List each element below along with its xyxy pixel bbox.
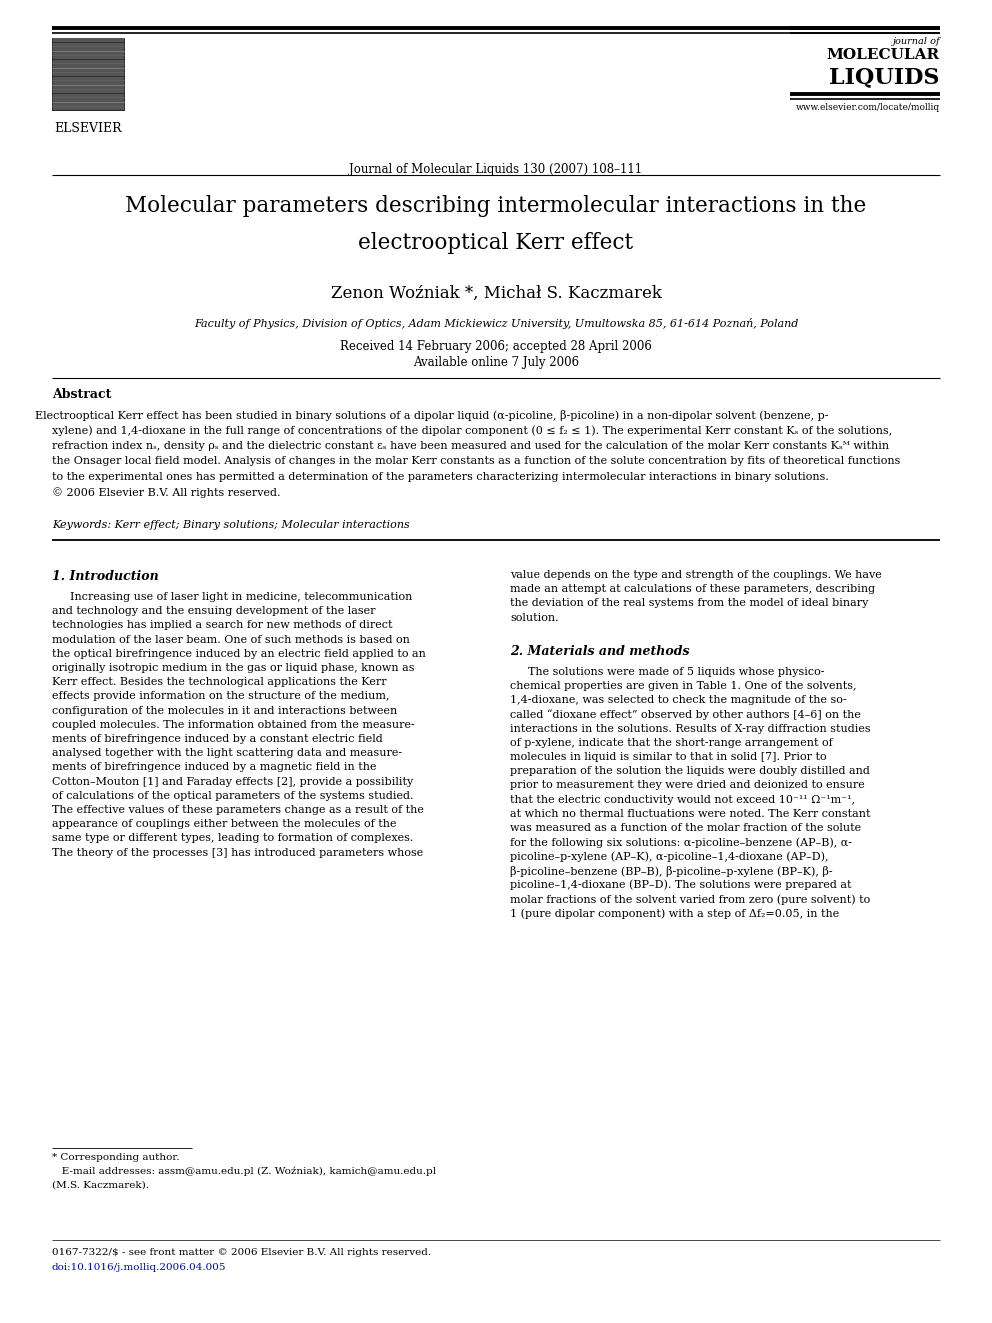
Text: made an attempt at calculations of these parameters, describing: made an attempt at calculations of these…	[510, 585, 875, 594]
Text: originally isotropic medium in the gas or liquid phase, known as: originally isotropic medium in the gas o…	[52, 663, 415, 673]
Text: 1,4-dioxane, was selected to check the magnitude of the so-: 1,4-dioxane, was selected to check the m…	[510, 695, 846, 705]
Text: appearance of couplings either between the molecules of the: appearance of couplings either between t…	[52, 819, 397, 830]
Text: 1. Introduction: 1. Introduction	[52, 570, 159, 583]
Text: β-picoline–benzene (BP–B), β-picoline–p-xylene (BP–K), β-: β-picoline–benzene (BP–B), β-picoline–p-…	[510, 865, 832, 877]
Text: Received 14 February 2006; accepted 28 April 2006: Received 14 February 2006; accepted 28 A…	[340, 340, 652, 353]
Text: 0167-7322/$ - see front matter © 2006 Elsevier B.V. All rights reserved.: 0167-7322/$ - see front matter © 2006 El…	[52, 1248, 432, 1257]
Bar	[52, 38, 124, 110]
Text: of calculations of the optical parameters of the systems studied.: of calculations of the optical parameter…	[52, 791, 414, 800]
Text: the deviation of the real systems from the model of ideal binary: the deviation of the real systems from t…	[510, 598, 868, 609]
Text: Faculty of Physics, Division of Optics, Adam Mickiewicz University, Umultowska 8: Faculty of Physics, Division of Optics, …	[193, 318, 799, 329]
Text: interactions in the solutions. Results of X-ray diffraction studies: interactions in the solutions. Results o…	[510, 724, 871, 733]
Text: solution.: solution.	[510, 613, 558, 623]
Text: Molecular parameters describing intermolecular interactions in the: Molecular parameters describing intermol…	[125, 194, 867, 217]
Text: and technology and the ensuing development of the laser: and technology and the ensuing developme…	[52, 606, 376, 617]
Text: The theory of the processes [3] has introduced parameters whose: The theory of the processes [3] has intr…	[52, 848, 424, 857]
Text: E-mail addresses: assm@amu.edu.pl (Z. Woźniak), kamich@amu.edu.pl: E-mail addresses: assm@amu.edu.pl (Z. Wo…	[52, 1167, 436, 1176]
Text: analysed together with the light scattering data and measure-: analysed together with the light scatter…	[52, 749, 402, 758]
Text: LIQUIDS: LIQUIDS	[829, 66, 940, 89]
Text: configuration of the molecules in it and interactions between: configuration of the molecules in it and…	[52, 705, 397, 716]
Text: modulation of the laser beam. One of such methods is based on: modulation of the laser beam. One of suc…	[52, 635, 410, 644]
Text: doi:10.1016/j.molliq.2006.04.005: doi:10.1016/j.molliq.2006.04.005	[52, 1263, 226, 1271]
Text: prior to measurement they were dried and deionized to ensure: prior to measurement they were dried and…	[510, 781, 865, 790]
Text: ments of birefringence induced by a constant electric field: ments of birefringence induced by a cons…	[52, 734, 383, 744]
Text: effects provide information on the structure of the medium,: effects provide information on the struc…	[52, 692, 390, 701]
Text: the optical birefringence induced by an electric field applied to an: the optical birefringence induced by an …	[52, 648, 426, 659]
Text: ments of birefringence induced by a magnetic field in the: ments of birefringence induced by a magn…	[52, 762, 377, 773]
Text: to the experimental ones has permitted a determination of the parameters charact: to the experimental ones has permitted a…	[52, 472, 829, 482]
Text: that the electric conductivity would not exceed 10⁻¹¹ Ω⁻¹m⁻¹,: that the electric conductivity would not…	[510, 795, 855, 804]
Text: called “dioxane effect” observed by other authors [4–6] on the: called “dioxane effect” observed by othe…	[510, 709, 861, 720]
Text: Increasing use of laser light in medicine, telecommunication: Increasing use of laser light in medicin…	[70, 591, 413, 602]
Text: the Onsager local field model. Analysis of changes in the molar Kerr constants a: the Onsager local field model. Analysis …	[52, 456, 901, 467]
Text: Zenon Woźniak *, Michał S. Kaczmarek: Zenon Woźniak *, Michał S. Kaczmarek	[330, 284, 662, 302]
Text: for the following six solutions: α-picoline–benzene (AP–B), α-: for the following six solutions: α-picol…	[510, 837, 852, 848]
Text: picoline–p-xylene (AP–K), α-picoline–1,4-dioxane (AP–D),: picoline–p-xylene (AP–K), α-picoline–1,4…	[510, 852, 828, 863]
Text: refraction index nₛ, density ρₛ and the dielectric constant εₛ have been measure: refraction index nₛ, density ρₛ and the …	[52, 441, 889, 451]
Text: molecules in liquid is similar to that in solid [7]. Prior to: molecules in liquid is similar to that i…	[510, 751, 826, 762]
Text: 1 (pure dipolar component) with a step of Δf₂=0.05, in the: 1 (pure dipolar component) with a step o…	[510, 908, 839, 918]
Text: journal of: journal of	[893, 37, 940, 46]
Text: molar fractions of the solvent varied from zero (pure solvent) to: molar fractions of the solvent varied fr…	[510, 894, 870, 905]
Text: Keywords: Kerr effect; Binary solutions; Molecular interactions: Keywords: Kerr effect; Binary solutions;…	[52, 520, 410, 531]
Text: Abstract: Abstract	[52, 388, 111, 401]
Text: www.elsevier.com/locate/molliq: www.elsevier.com/locate/molliq	[796, 103, 940, 112]
Text: was measured as a function of the molar fraction of the solute: was measured as a function of the molar …	[510, 823, 861, 833]
Text: Cotton–Mouton [1] and Faraday effects [2], provide a possibility: Cotton–Mouton [1] and Faraday effects [2…	[52, 777, 414, 787]
Text: value depends on the type and strength of the couplings. We have: value depends on the type and strength o…	[510, 570, 882, 579]
Text: technologies has implied a search for new methods of direct: technologies has implied a search for ne…	[52, 620, 393, 630]
Text: coupled molecules. The information obtained from the measure-: coupled molecules. The information obtai…	[52, 720, 415, 730]
Text: of p-xylene, indicate that the short-range arrangement of: of p-xylene, indicate that the short-ran…	[510, 738, 832, 747]
Text: Journal of Molecular Liquids 130 (2007) 108–111: Journal of Molecular Liquids 130 (2007) …	[349, 163, 643, 176]
Text: xylene) and 1,4-dioxane in the full range of concentrations of the dipolar compo: xylene) and 1,4-dioxane in the full rang…	[52, 426, 892, 437]
Text: * Corresponding author.: * Corresponding author.	[52, 1154, 180, 1162]
Text: preparation of the solution the liquids were doubly distilled and: preparation of the solution the liquids …	[510, 766, 870, 777]
Text: Electrooptical Kerr effect has been studied in binary solutions of a dipolar liq: Electrooptical Kerr effect has been stud…	[35, 410, 828, 421]
Text: (M.S. Kaczmarek).: (M.S. Kaczmarek).	[52, 1181, 149, 1189]
Text: chemical properties are given in Table 1. One of the solvents,: chemical properties are given in Table 1…	[510, 681, 856, 691]
Text: at which no thermal fluctuations were noted. The Kerr constant: at which no thermal fluctuations were no…	[510, 808, 871, 819]
Text: The effective values of these parameters change as a result of the: The effective values of these parameters…	[52, 804, 424, 815]
Text: ELSEVIER: ELSEVIER	[55, 122, 122, 135]
Text: picoline–1,4-dioxane (BP–D). The solutions were prepared at: picoline–1,4-dioxane (BP–D). The solutio…	[510, 880, 851, 890]
Text: 2. Materials and methods: 2. Materials and methods	[510, 644, 689, 658]
Text: electrooptical Kerr effect: electrooptical Kerr effect	[358, 232, 634, 254]
Text: © 2006 Elsevier B.V. All rights reserved.: © 2006 Elsevier B.V. All rights reserved…	[52, 487, 281, 499]
Text: Available online 7 July 2006: Available online 7 July 2006	[413, 356, 579, 369]
Text: Kerr effect. Besides the technological applications the Kerr: Kerr effect. Besides the technological a…	[52, 677, 387, 687]
Text: The solutions were made of 5 liquids whose physico-: The solutions were made of 5 liquids who…	[528, 667, 824, 677]
Text: MOLECULAR: MOLECULAR	[827, 48, 940, 62]
Text: same type or different types, leading to formation of complexes.: same type or different types, leading to…	[52, 833, 414, 843]
